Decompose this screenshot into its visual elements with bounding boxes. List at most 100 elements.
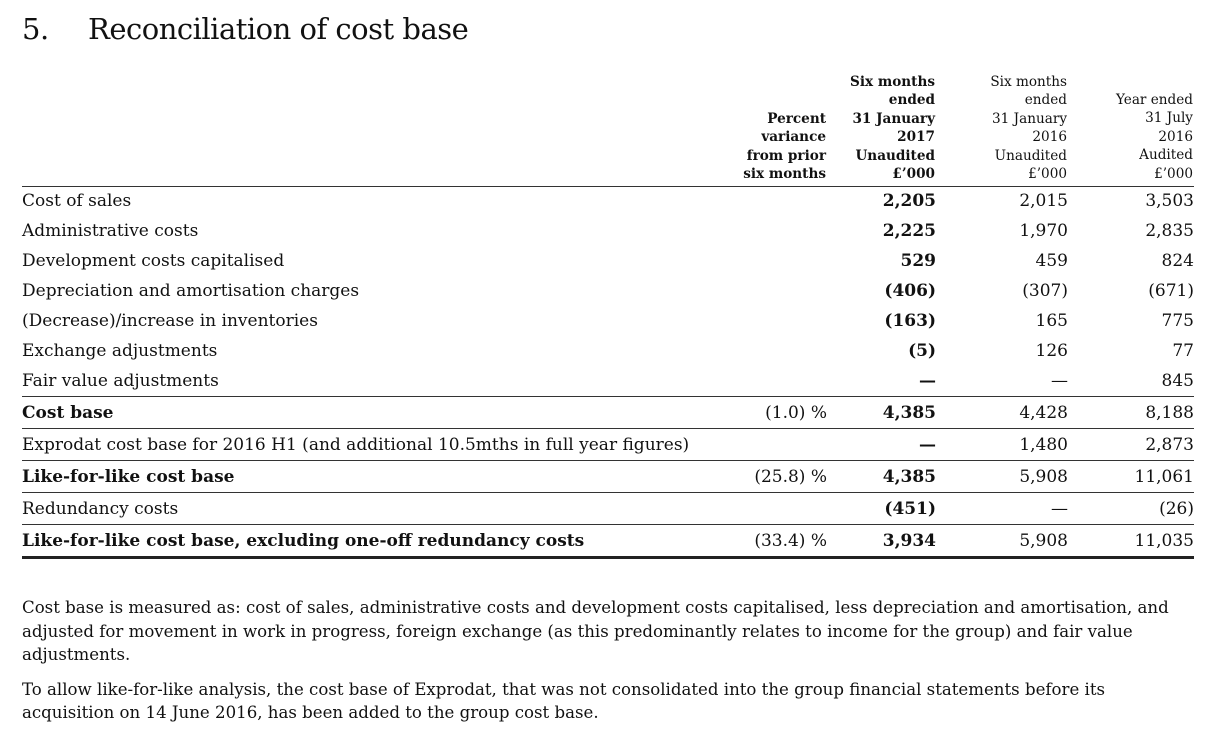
row-value-2016-h1: 1,970	[1019, 221, 1068, 241]
header-line: Year ended	[1115, 92, 1193, 108]
row-percent: (25.8) %	[695, 460, 827, 493]
row-label: Redundancy costs	[22, 492, 695, 525]
table-top-rule	[22, 186, 1194, 187]
column-header-six-months-2016: Six months ended 31 January 2016 Unaudit…	[990, 73, 1067, 183]
row-label: Fair value adjustments	[22, 371, 219, 391]
row-percent	[695, 366, 827, 397]
header-line: Six months	[990, 74, 1067, 90]
total-row: Like-for-like cost base, excluding one-o…	[22, 524, 1194, 559]
row-label: (Decrease)/increase in inventories	[22, 311, 318, 331]
row-label: Depreciation and amortisation charges	[22, 281, 360, 301]
row-value-fy2016: (26)	[1068, 492, 1194, 525]
row-label: Administrative costs	[22, 221, 199, 241]
row-value-2017: (5)	[908, 341, 936, 361]
row-value-2016-h1: 5,908	[936, 460, 1068, 493]
row-percent	[695, 276, 827, 306]
cost-base-table: Cost of sales 2,205 2,015 3,503 Administ…	[22, 186, 1194, 559]
header-line: six months	[743, 166, 826, 183]
subtotal-row: Cost base (1.0) % 4,385 4,428 8,188	[22, 396, 1194, 429]
header-line: £’000	[1028, 166, 1067, 183]
table-row: Depreciation and amortisation charges (4…	[22, 276, 1194, 306]
row-value-2017: 2,205	[882, 191, 936, 211]
header-line: 2017	[897, 129, 935, 146]
row-value-fy2016: 845	[1161, 371, 1194, 391]
explanatory-notes: Cost base is measured as: cost of sales,…	[22, 596, 1202, 736]
header-line: Percent	[767, 111, 826, 127]
row-label: Cost of sales	[22, 191, 132, 211]
row-value-2017: 3,934	[827, 524, 936, 559]
row-value-fy2016: (671)	[1148, 281, 1194, 301]
header-line: Six months	[850, 74, 935, 90]
table-row: (Decrease)/increase in inventories (163)…	[22, 306, 1194, 336]
row-value-2016-h1: 2,015	[1019, 191, 1068, 211]
header-line: variance	[761, 129, 826, 146]
section-title: Reconciliation of cost base	[88, 12, 469, 46]
row-label: Like-for-like cost base	[22, 460, 695, 493]
header-line: 31 January	[852, 110, 935, 127]
row-value-fy2016: 3,503	[1145, 191, 1194, 211]
header-line: 31 July	[1145, 110, 1193, 127]
row-value-2016-h1: (307)	[1022, 281, 1068, 301]
row-value-fy2016: 8,188	[1068, 396, 1194, 429]
row-value-2016-h1: —	[936, 492, 1068, 525]
row-value-2016-h1: 5,908	[936, 524, 1068, 559]
row-label: Exchange adjustments	[22, 341, 218, 361]
header-line: from prior	[746, 147, 826, 164]
column-header-year-ended-2016: Year ended 31 July 2016 Audited £’000	[1116, 91, 1193, 183]
row-percent	[695, 306, 827, 336]
table-row: Administrative costs 2,225 1,970 2,835	[22, 216, 1194, 246]
row-percent	[695, 428, 827, 461]
section-number: 5.	[22, 12, 49, 46]
row-label: Exprodat cost base for 2016 H1 (and addi…	[22, 428, 695, 461]
header-line: 31 January	[992, 110, 1067, 127]
header-line: Unaudited	[855, 147, 935, 164]
row-value-2016-h1: 165	[1035, 311, 1068, 331]
table-row: Fair value adjustments — — 845	[22, 366, 1194, 397]
row-percent: (33.4) %	[695, 524, 827, 559]
table-row: Development costs capitalised 529 459 82…	[22, 246, 1194, 276]
row-value-2016-h1: 126	[1035, 341, 1068, 361]
row-value-fy2016: 77	[1172, 341, 1194, 361]
row-value-2016-h1: 4,428	[936, 396, 1068, 429]
row-value-2017: 4,385	[827, 396, 936, 429]
header-line: 2016	[1032, 129, 1067, 146]
table-row: Redundancy costs (451) — (26)	[22, 492, 1194, 525]
row-value-2017: (451)	[827, 492, 936, 525]
column-header-six-months-2017: Six months ended 31 January 2017 Unaudit…	[850, 73, 935, 183]
row-value-2016-h1: 459	[1035, 251, 1068, 271]
column-header-percent-variance: Percent variance from prior six months	[743, 110, 826, 184]
table-row: Cost of sales 2,205 2,015 3,503	[22, 186, 1194, 216]
header-line: ended	[888, 92, 935, 109]
row-percent	[695, 246, 827, 276]
row-value-2017: (406)	[884, 281, 936, 301]
row-value-2016-h1: 1,480	[936, 428, 1068, 461]
row-value-fy2016: 11,061	[1068, 460, 1194, 493]
header-line: Unaudited	[994, 147, 1067, 164]
header-line: ended	[1024, 92, 1067, 109]
row-label: Like-for-like cost base, excluding one-o…	[22, 524, 695, 559]
note-paragraph: Cost base is measured as: cost of sales,…	[22, 598, 1169, 664]
row-label: Cost base	[22, 396, 695, 429]
subtotal-row: Like-for-like cost base (25.8) % 4,385 5…	[22, 460, 1194, 493]
row-value-fy2016: 2,835	[1145, 221, 1194, 241]
table-row: Exprodat cost base for 2016 H1 (and addi…	[22, 428, 1194, 461]
row-value-2016-h1: —	[1051, 371, 1068, 391]
note-paragraph: To allow like-for-like analysis, the cos…	[22, 679, 1106, 723]
header-line: £’000	[1154, 165, 1193, 182]
row-value-fy2016: 824	[1161, 251, 1194, 271]
row-value-fy2016: 2,873	[1068, 428, 1194, 461]
row-value-2017: 4,385	[827, 460, 936, 493]
row-value-2017: 2,225	[882, 221, 936, 241]
header-line: Audited	[1139, 147, 1193, 164]
row-value-fy2016: 11,035	[1068, 524, 1194, 559]
table-row: Exchange adjustments (5) 126 77	[22, 336, 1194, 366]
row-percent	[695, 492, 827, 525]
row-percent	[695, 336, 827, 366]
row-value-fy2016: 775	[1161, 311, 1194, 331]
row-percent	[695, 186, 827, 216]
header-line: 2016	[1158, 128, 1193, 145]
row-percent: (1.0) %	[695, 396, 827, 429]
row-value-2017: (163)	[884, 311, 936, 331]
section-heading: 5. Reconciliation of cost base	[22, 12, 469, 46]
row-value-2017: —	[827, 428, 936, 461]
